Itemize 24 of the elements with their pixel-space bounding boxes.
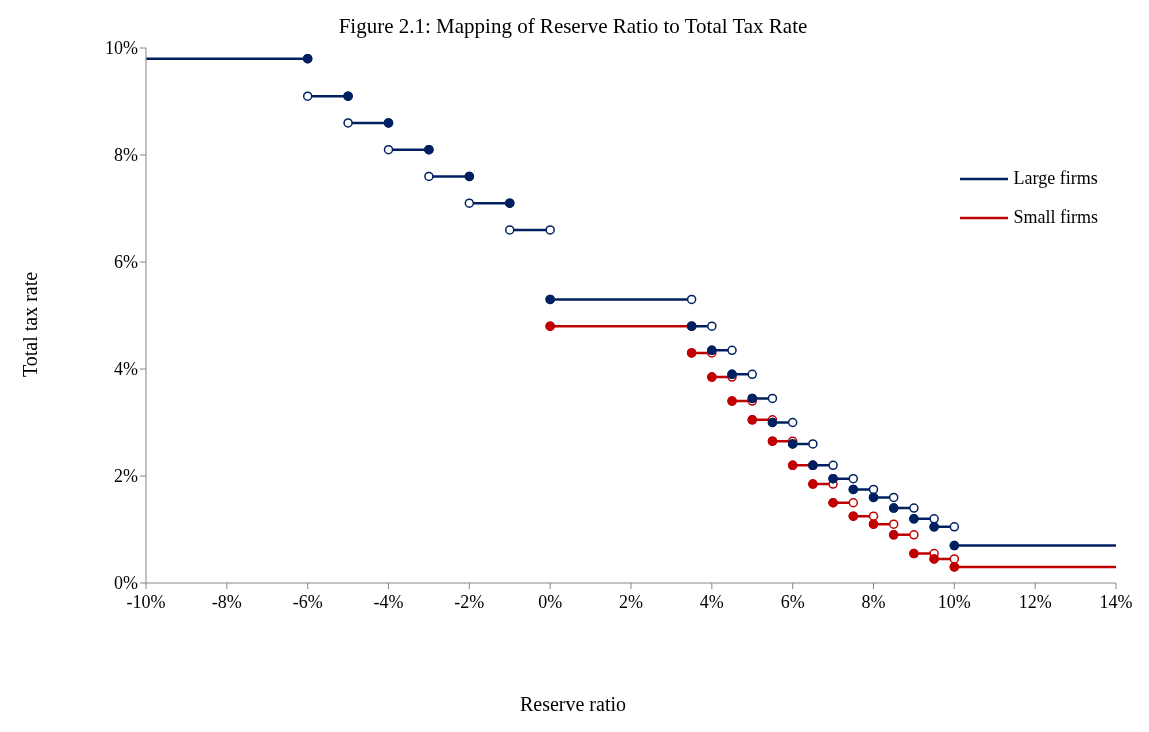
- x-tick-label: 6%: [780, 591, 805, 612]
- x-tick-label: 8%: [861, 591, 886, 612]
- x-tick-label: 0%: [538, 591, 563, 612]
- y-tick-label: 10%: [105, 38, 138, 59]
- y-axis-title: Total tax rate: [18, 271, 42, 378]
- y-tick-label: 2%: [114, 466, 138, 487]
- x-tick-label: -4%: [373, 591, 404, 612]
- x-tick-label: -10%: [126, 591, 166, 612]
- x-axis-title: Reserve ratio: [518, 693, 628, 716]
- x-tick-label: -2%: [454, 591, 485, 612]
- y-tick-label: 6%: [114, 252, 138, 273]
- y-tick-label: 4%: [114, 359, 138, 380]
- x-tick-label: 2%: [619, 591, 643, 612]
- x-tick-label: -6%: [292, 591, 323, 612]
- x-tick-label: -8%: [211, 591, 242, 612]
- x-tick-label: 12%: [1018, 591, 1052, 612]
- chart-title: Figure 2.1: Mapping of Reserve Ratio to Total Tax Rate: [337, 14, 809, 39]
- y-tick-label: 8%: [114, 145, 138, 166]
- x-tick-label: 14%: [1099, 591, 1133, 612]
- x-tick-label: 10%: [937, 591, 971, 612]
- legend-label: Large firms: [1013, 168, 1098, 189]
- y-tick-label: 0%: [114, 573, 138, 594]
- legend-label: Small firms: [1013, 207, 1098, 228]
- x-tick-label: 4%: [699, 591, 724, 612]
